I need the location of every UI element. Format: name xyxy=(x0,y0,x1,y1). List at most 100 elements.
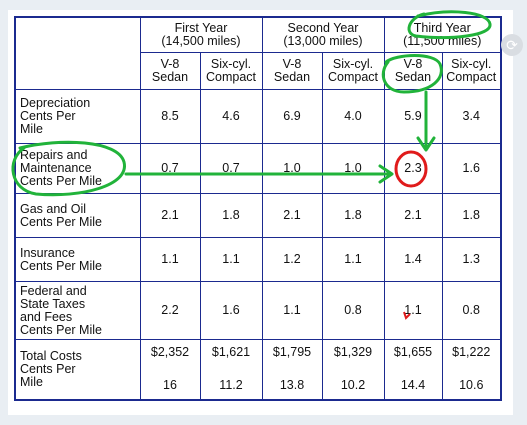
value-cell: 0.8 xyxy=(321,281,385,340)
row-total: Total Costs Cents Per Mile $2,352 16 $1,6… xyxy=(14,339,502,400)
total-cents: 10.2 xyxy=(340,378,366,393)
label-line: Cents Per Mile xyxy=(20,322,102,337)
first-year-header: First Year (14,500 miles) xyxy=(139,16,263,53)
sub-header-six: Six-cyl. Compact xyxy=(199,52,263,90)
row-label: Repairs and Maintenance Cents Per Mile xyxy=(14,143,141,194)
value-cell: 1.1 xyxy=(261,281,323,340)
label-line: Federal and xyxy=(20,283,87,298)
row-label: Total Costs Cents Per Mile xyxy=(14,339,141,400)
row-label: Insurance Cents Per Mile xyxy=(14,237,141,282)
total-cents: 16 xyxy=(163,378,177,393)
value-cell: 4.0 xyxy=(321,89,385,144)
total-cell: $2,352 16 xyxy=(139,339,201,400)
value-cell-highlighted: 2.3 xyxy=(383,143,443,194)
label-line: Depreciation xyxy=(20,96,91,110)
total-cell: $1,222 10.6 xyxy=(441,339,502,400)
cost-table: First Year (14,500 miles) Second Year (1… xyxy=(14,16,502,401)
sub-line1: Six-cyl. xyxy=(210,57,252,71)
row-depreciation: Depreciation Cents Per Mile 8.5 4.6 6.9 … xyxy=(14,89,502,144)
value-cell: 4.6 xyxy=(199,89,263,144)
sub-line2: Sedan xyxy=(394,70,432,84)
value-cell: 1.1 xyxy=(139,237,201,282)
total-cell: $1,655 14.4 xyxy=(383,339,443,400)
sub-header-v8: V-8 Sedan xyxy=(383,52,443,90)
value-cell: 1.0 xyxy=(321,143,385,194)
sub-line2: Sedan xyxy=(151,70,189,84)
first-year-miles: (14,500 miles) xyxy=(161,34,241,48)
value-cell: 1.6 xyxy=(199,281,263,340)
total-cents: 10.6 xyxy=(459,378,484,393)
sub-line1: Six-cyl. xyxy=(332,57,374,71)
value-cell: 3.4 xyxy=(441,89,502,144)
total-cost: $2,352 xyxy=(150,345,190,360)
sub-header-v8: V-8 Sedan xyxy=(261,52,323,90)
sub-line2: Sedan xyxy=(273,70,311,84)
total-cost: $1,795 xyxy=(272,345,312,360)
label-line: Total Costs xyxy=(20,348,82,363)
row-repairs: Repairs and Maintenance Cents Per Mile 0… xyxy=(14,143,502,194)
row-label: Federal and State Taxes and Fees Cents P… xyxy=(14,281,141,340)
sub-line2: Compact xyxy=(446,70,497,84)
value-cell: 1.8 xyxy=(199,193,263,238)
label-line: Cents Per xyxy=(20,361,76,376)
total-cost: $1,329 xyxy=(333,345,373,360)
sub-line2: Compact xyxy=(205,70,257,84)
label-line: Cents Per Mile xyxy=(20,214,102,229)
value-cell: 1.1 xyxy=(383,281,443,340)
label-line: Cents Per xyxy=(20,109,76,123)
value-cell: 1.0 xyxy=(261,143,323,194)
row-taxes: Federal and State Taxes and Fees Cents P… xyxy=(14,281,502,340)
row-insurance: Insurance Cents Per Mile 1.1 1.1 1.2 1.1… xyxy=(14,237,502,282)
second-year-miles: (13,000 miles) xyxy=(283,34,363,48)
value-cell: 2.2 xyxy=(139,281,201,340)
sub-line1: Six-cyl. xyxy=(451,57,492,71)
total-cost: $1,621 xyxy=(211,345,251,360)
row-label: Gas and Oil Cents Per Mile xyxy=(14,193,141,238)
total-cents: 13.8 xyxy=(279,378,305,393)
row-gas-oil: Gas and Oil Cents Per Mile 2.1 1.8 2.1 1… xyxy=(14,193,502,238)
row-label: Depreciation Cents Per Mile xyxy=(14,89,141,144)
value-cell: 2.1 xyxy=(139,193,201,238)
rotate-icon[interactable]: ⟳ xyxy=(501,34,523,56)
value-cell: 6.9 xyxy=(261,89,323,144)
total-cents: 11.2 xyxy=(219,378,243,393)
value-cell: 1.3 xyxy=(441,237,502,282)
total-cents: 14.4 xyxy=(400,378,426,393)
value-cell: 1.2 xyxy=(261,237,323,282)
sub-line1: V-8 xyxy=(282,57,302,71)
document-sheet: First Year (14,500 miles) Second Year (1… xyxy=(8,10,513,415)
value-cell: 0.7 xyxy=(199,143,263,194)
value-cell: 0.8 xyxy=(441,281,502,340)
value-cell: 1.8 xyxy=(321,193,385,238)
total-cell: $1,621 11.2 xyxy=(199,339,263,400)
corner-cell xyxy=(14,16,141,90)
label-line: Cents Per Mile xyxy=(20,174,102,188)
second-year-title: Second Year xyxy=(287,21,359,35)
total-cell: $1,795 13.8 xyxy=(261,339,323,400)
label-line: State Taxes xyxy=(20,296,86,311)
label-line: Insurance xyxy=(20,245,75,260)
second-year-header: Second Year (13,000 miles) xyxy=(261,16,385,53)
value-cell: 1.4 xyxy=(383,237,443,282)
header-year-row: First Year (14,500 miles) Second Year (1… xyxy=(14,16,502,90)
value-cell: 1.8 xyxy=(441,193,502,238)
label-line: and Fees xyxy=(20,309,73,324)
value-cell: 8.5 xyxy=(139,89,201,144)
value-cell: 1.1 xyxy=(321,237,385,282)
value-cell: 2.1 xyxy=(383,193,443,238)
third-year-miles: (11,500 miles) xyxy=(403,34,482,48)
value-cell: 0.7 xyxy=(139,143,201,194)
total-cell: $1,329 10.2 xyxy=(321,339,385,400)
label-line: Mile xyxy=(20,122,43,136)
value-cell: 1.6 xyxy=(441,143,502,194)
value-cell: 1.1 xyxy=(199,237,263,282)
sub-header-six: Six-cyl. Compact xyxy=(441,52,502,90)
first-year-title: First Year xyxy=(174,21,228,35)
third-year-header: Third Year (11,500 miles) xyxy=(383,16,502,53)
value-cell: 5.9 xyxy=(383,89,443,144)
sub-line2: Compact xyxy=(327,70,379,84)
label-line: Mile xyxy=(20,374,43,389)
value-cell: 2.1 xyxy=(261,193,323,238)
sub-header-v8: V-8 Sedan xyxy=(139,52,201,90)
sub-line1: V-8 xyxy=(160,57,180,71)
